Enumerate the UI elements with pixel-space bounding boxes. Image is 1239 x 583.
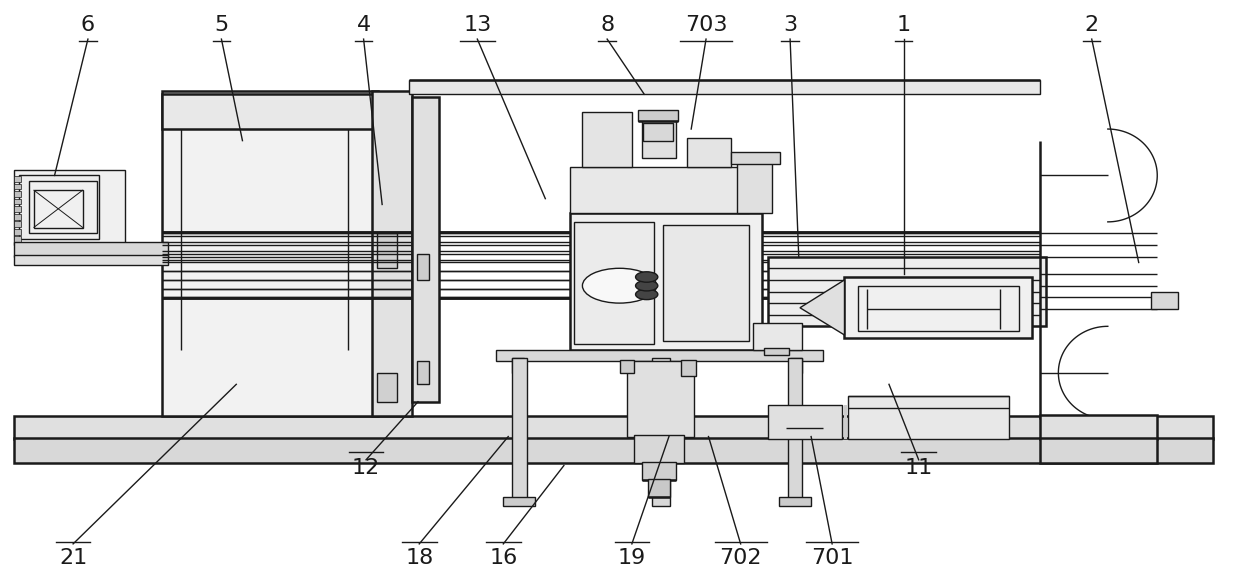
Bar bbox=[764, 349, 789, 355]
Bar bbox=[634, 435, 684, 463]
Bar bbox=[642, 462, 676, 480]
Circle shape bbox=[636, 280, 658, 291]
Text: 21: 21 bbox=[59, 549, 87, 568]
Bar bbox=[574, 222, 654, 344]
Bar bbox=[663, 225, 750, 341]
Bar bbox=[790, 358, 803, 373]
Bar bbox=[14, 229, 21, 234]
Bar bbox=[496, 350, 824, 361]
Bar bbox=[731, 152, 781, 164]
Text: 18: 18 bbox=[405, 549, 434, 568]
Bar bbox=[14, 214, 21, 220]
Bar bbox=[845, 405, 847, 440]
Text: 5: 5 bbox=[214, 15, 228, 34]
Bar bbox=[1040, 438, 1157, 463]
Circle shape bbox=[636, 272, 658, 282]
Bar bbox=[512, 358, 527, 500]
Bar bbox=[688, 138, 731, 167]
Bar bbox=[1040, 415, 1157, 440]
Circle shape bbox=[636, 289, 658, 300]
Bar bbox=[512, 358, 524, 373]
Text: 11: 11 bbox=[904, 458, 933, 479]
Bar bbox=[737, 161, 772, 213]
Bar bbox=[416, 361, 429, 384]
Bar bbox=[416, 254, 429, 280]
Bar bbox=[14, 438, 1213, 463]
Polygon shape bbox=[800, 280, 845, 335]
Bar bbox=[845, 277, 1032, 338]
Bar bbox=[14, 191, 21, 197]
Bar bbox=[14, 242, 169, 257]
Circle shape bbox=[582, 268, 657, 303]
Bar bbox=[643, 123, 673, 141]
Bar bbox=[162, 94, 378, 129]
Text: 16: 16 bbox=[489, 549, 518, 568]
Bar bbox=[779, 497, 812, 506]
Text: 1: 1 bbox=[897, 15, 911, 34]
Bar bbox=[768, 405, 843, 440]
Text: 12: 12 bbox=[352, 458, 380, 479]
Bar bbox=[849, 396, 1009, 440]
Bar bbox=[14, 170, 125, 245]
Bar bbox=[648, 479, 670, 497]
Bar bbox=[33, 190, 83, 228]
Bar bbox=[14, 222, 21, 227]
Bar bbox=[638, 110, 678, 121]
Bar bbox=[14, 176, 21, 182]
Text: 19: 19 bbox=[618, 549, 646, 568]
Text: 703: 703 bbox=[685, 15, 727, 34]
Bar bbox=[28, 181, 97, 233]
Bar bbox=[409, 80, 1040, 94]
Bar bbox=[14, 255, 169, 265]
Bar bbox=[620, 360, 634, 373]
Bar bbox=[859, 286, 1018, 331]
Bar bbox=[372, 92, 411, 416]
Bar bbox=[1151, 292, 1178, 309]
Bar bbox=[14, 206, 21, 212]
Bar bbox=[377, 373, 396, 402]
Bar bbox=[627, 361, 694, 437]
Bar bbox=[162, 231, 1040, 298]
Bar bbox=[570, 213, 762, 350]
Text: 13: 13 bbox=[463, 15, 492, 34]
Bar bbox=[14, 199, 21, 205]
Text: 702: 702 bbox=[720, 549, 762, 568]
Bar bbox=[162, 92, 378, 416]
Bar bbox=[14, 416, 1213, 440]
Bar bbox=[503, 497, 535, 506]
Text: 2: 2 bbox=[1084, 15, 1099, 34]
Text: 8: 8 bbox=[600, 15, 615, 34]
Bar bbox=[19, 175, 99, 239]
Text: 3: 3 bbox=[783, 15, 797, 34]
Text: 701: 701 bbox=[810, 549, 854, 568]
Bar bbox=[652, 358, 670, 506]
Bar bbox=[642, 120, 676, 158]
Bar bbox=[768, 257, 1046, 326]
Bar bbox=[788, 358, 803, 500]
Bar bbox=[582, 111, 632, 167]
Text: 6: 6 bbox=[81, 15, 95, 34]
Bar bbox=[681, 360, 696, 375]
Bar bbox=[753, 324, 803, 350]
Text: 4: 4 bbox=[357, 15, 370, 34]
Bar bbox=[411, 97, 439, 402]
Bar bbox=[570, 167, 750, 213]
Bar bbox=[377, 233, 396, 268]
Bar bbox=[14, 236, 21, 242]
Bar bbox=[14, 184, 21, 189]
